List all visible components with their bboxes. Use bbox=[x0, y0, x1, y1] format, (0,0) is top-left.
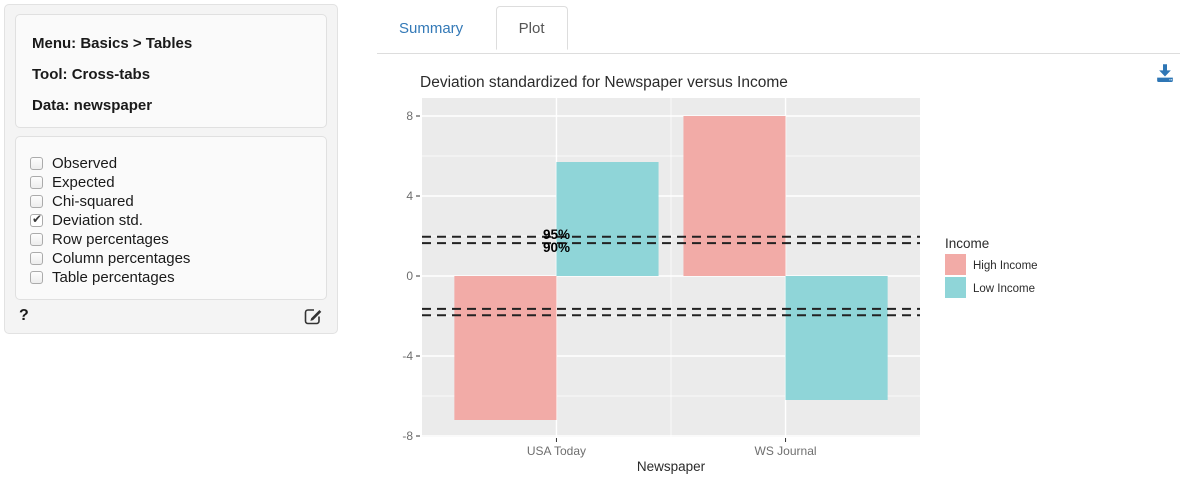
x-tick-label: WS Journal bbox=[755, 444, 817, 458]
help-button[interactable]: ? bbox=[19, 307, 29, 324]
edit-pencil-icon[interactable] bbox=[303, 306, 323, 326]
bar-low-income-usa-today bbox=[556, 162, 659, 276]
x-tick-label: USA Today bbox=[527, 444, 586, 458]
option-table-percentages-checkbox[interactable] bbox=[30, 271, 43, 284]
chart-title: Deviation standardized for Newspaper ver… bbox=[420, 74, 788, 91]
option-expected-checkbox[interactable] bbox=[30, 176, 43, 189]
option-column-percentages-checkbox[interactable] bbox=[30, 252, 43, 265]
option-table-percentages[interactable]: Table percentages bbox=[30, 268, 312, 287]
option-label: Table percentages bbox=[52, 269, 175, 286]
tab-plot[interactable]: Plot bbox=[495, 6, 568, 50]
option-label: Deviation std. bbox=[52, 212, 143, 229]
option-observed-checkbox[interactable] bbox=[30, 157, 43, 170]
legend-title: Income bbox=[945, 236, 989, 251]
bar-low-income-ws-journal bbox=[785, 276, 888, 400]
plot-area: Deviation standardized for Newspaper ver… bbox=[390, 60, 1180, 482]
option-expected[interactable]: Expected bbox=[30, 173, 312, 192]
bar-high-income-usa-today bbox=[454, 276, 557, 420]
legend-label: Low Income bbox=[973, 283, 1035, 295]
menu-breadcrumb: Menu: Basics > Tables bbox=[32, 35, 193, 52]
y-tick-label: -8 bbox=[402, 429, 413, 443]
crosstab-deviation-plot: Deviation standardized for Newspaper ver… bbox=[402, 74, 1038, 474]
option-label: Column percentages bbox=[52, 250, 191, 267]
y-tick-label: -4 bbox=[402, 349, 413, 363]
bar-high-income-ws-journal bbox=[683, 116, 786, 276]
option-chi-squared[interactable]: Chi-squared bbox=[30, 192, 312, 211]
option-row-percentages[interactable]: Row percentages bbox=[30, 230, 312, 249]
legend-swatch bbox=[945, 254, 966, 275]
threshold-label: 90% bbox=[543, 240, 570, 255]
threshold-label: 95% bbox=[543, 227, 570, 242]
download-plot-button[interactable] bbox=[1155, 63, 1177, 85]
option-deviation-std-checkbox[interactable] bbox=[30, 212, 43, 227]
x-axis-title: Newspaper bbox=[637, 459, 706, 474]
y-tick-label: 8 bbox=[406, 109, 413, 123]
option-label: Row percentages bbox=[52, 231, 169, 248]
tab-summary[interactable]: Summary bbox=[399, 20, 464, 37]
tool-label: Tool: Cross-tabs bbox=[32, 66, 151, 83]
sidebar-footer: ? bbox=[15, 300, 327, 326]
download-icon bbox=[1157, 64, 1173, 82]
option-observed[interactable]: Observed bbox=[30, 154, 312, 173]
option-column-percentages[interactable]: Column percentages bbox=[30, 249, 312, 268]
option-row-percentages-checkbox[interactable] bbox=[30, 233, 43, 246]
option-label: Chi-squared bbox=[52, 193, 134, 210]
legend-swatch bbox=[945, 277, 966, 298]
dataset-label: Data: newspaper bbox=[32, 97, 153, 114]
y-tick-label: 4 bbox=[406, 189, 413, 203]
option-deviation-std[interactable]: Deviation std. bbox=[30, 211, 312, 230]
sidebar: Menu: Basics > Tables Tool: Cross-tabs D… bbox=[4, 4, 338, 334]
option-label: Expected bbox=[52, 174, 115, 191]
tool-info-panel: Menu: Basics > Tables Tool: Cross-tabs D… bbox=[15, 14, 327, 128]
y-tick-label: 0 bbox=[406, 269, 413, 283]
table-options-panel: Observed Expected Chi-squared Deviation … bbox=[15, 136, 327, 300]
option-label: Observed bbox=[52, 155, 118, 172]
option-chi-squared-checkbox[interactable] bbox=[30, 195, 43, 208]
legend-label: High Income bbox=[973, 260, 1038, 272]
result-tabs: Summary Plot bbox=[377, 5, 1180, 54]
